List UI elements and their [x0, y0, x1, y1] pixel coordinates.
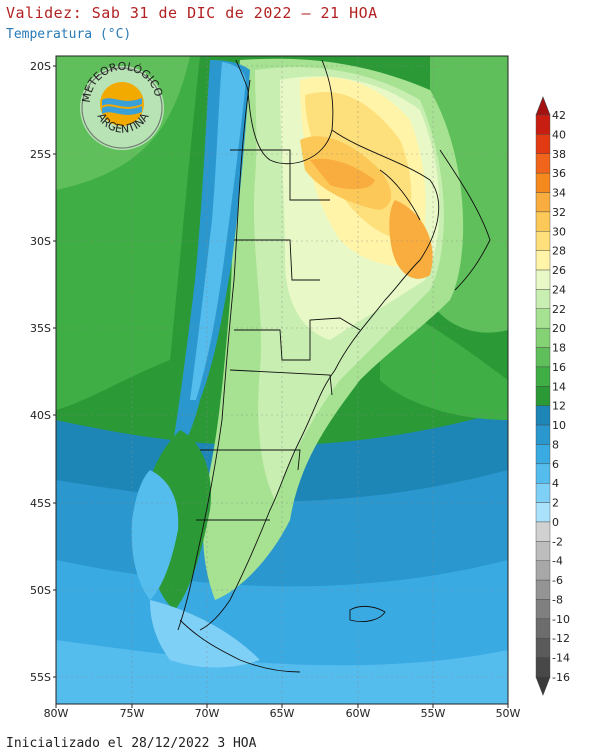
lat-label: 50S: [30, 584, 51, 597]
lon-label: 60W: [346, 707, 371, 720]
colorbar-label: 2: [552, 497, 559, 510]
colorbar-label: 20: [552, 322, 566, 335]
colorbar-label: 40: [552, 128, 566, 141]
lat-label: 35S: [30, 322, 51, 335]
colorbar-label: 22: [552, 303, 566, 316]
colorbar-swatch: [535, 231, 551, 251]
colorbar-swatch: [535, 657, 551, 678]
country-borders: [177, 59, 491, 673]
colorbar-swatch: [535, 347, 551, 368]
colorbar-label: -10: [552, 613, 570, 626]
colorbar-top-arrow: [535, 96, 551, 116]
colorbar-swatch: [535, 250, 551, 271]
colorbar-swatch: [535, 289, 551, 309]
colorbar-swatch: [535, 153, 551, 174]
colorbar-label: 4: [552, 477, 559, 490]
colorbar-swatch: [535, 618, 551, 639]
colorbar-swatch: [535, 521, 551, 542]
colorbar-swatch: [535, 444, 551, 465]
colorbar-label: 24: [552, 283, 566, 296]
lon-label: 70W: [195, 707, 220, 720]
colorbar-label: 36: [552, 167, 566, 180]
colorbar-label: 30: [552, 225, 566, 238]
colorbar-label: 12: [552, 400, 566, 413]
colorbar-swatch: [535, 172, 551, 193]
colorbar-swatch: [535, 269, 551, 290]
colorbar-swatch: [535, 405, 551, 426]
wave-icon: [102, 98, 142, 107]
lon-label: 75W: [120, 707, 145, 720]
lat-label: 40S: [30, 409, 51, 422]
colorbar-swatch: [535, 502, 551, 523]
colorbar-label: 6: [552, 458, 559, 471]
colorbar-swatch: [535, 386, 551, 406]
lon-label: 50W: [496, 707, 521, 720]
colorbar-label: 14: [552, 380, 566, 393]
colorbar-swatch: [535, 638, 551, 658]
colorbar-label: 10: [552, 419, 566, 432]
colorbar-swatch: [535, 463, 551, 484]
colorbar-label: 34: [552, 187, 566, 200]
colorbar-label: 42: [552, 109, 566, 122]
initialization-footer: Inicializado el 28/12/2022 3 HOA: [6, 736, 257, 751]
colorbar-swatch: [535, 211, 551, 232]
lon-label: 65W: [270, 707, 295, 720]
colorbar-label: 26: [552, 264, 566, 277]
lat-label: 20S: [30, 60, 51, 73]
lon-label: 55W: [421, 707, 446, 720]
colorbar-swatch: [535, 114, 551, 135]
colorbar-swatch: [535, 541, 551, 561]
colorbar-labels: 424038363432302826242220181614121086420-…: [552, 109, 570, 684]
variable-subtitle: Temperatura (°C): [6, 27, 132, 42]
longitude-labels: 80W 75W 70W 65W 60W 55W 50W: [44, 704, 521, 720]
colorbar-label: 16: [552, 361, 566, 374]
lon-label: 80W: [44, 707, 69, 720]
temperature-field: [56, 56, 508, 704]
validity-title: Validez: Sab 31 de DIC de 2022 — 21 HOA: [6, 4, 378, 22]
colorbar-label: -2: [552, 535, 563, 548]
colorbar-bottom-arrow: [535, 676, 551, 696]
colorbar-label: 38: [552, 148, 566, 161]
colorbar-swatch: [535, 424, 551, 445]
colorbar-swatch: [535, 599, 551, 620]
latitude-labels: 20S 25S 30S 35S 40S 45S 50S 55S: [30, 60, 56, 684]
colorbar-label: -12: [552, 632, 570, 645]
colorbar-label: 8: [552, 438, 559, 451]
colorbar-label: -6: [552, 574, 563, 587]
colorbar-swatch: [535, 560, 551, 581]
colorbar-swatch: [535, 579, 551, 600]
colorbar-swatch: [535, 483, 551, 503]
colorbar-label: -4: [552, 555, 563, 568]
colorbar-label: 32: [552, 206, 566, 219]
colorbar-label: -14: [552, 652, 570, 665]
colorbar-swatch: [535, 134, 551, 154]
lat-label: 55S: [30, 671, 51, 684]
colorbar-swatch: [535, 192, 551, 213]
colorbar-label: -8: [552, 593, 563, 606]
colorbar-swatch: [535, 327, 551, 348]
colorbar-swatch: [535, 308, 551, 329]
lat-label: 45S: [30, 497, 51, 510]
colorbar-label: 28: [552, 245, 566, 258]
colorbar-swatch: [535, 366, 551, 387]
graticule: [56, 56, 508, 704]
lat-label: 25S: [30, 148, 51, 161]
lat-label: 30S: [30, 235, 51, 248]
colorbar-label: 0: [552, 516, 559, 529]
colorbar: [535, 96, 551, 696]
colorbar-label: 18: [552, 342, 566, 355]
colorbar-label: -16: [552, 671, 570, 684]
